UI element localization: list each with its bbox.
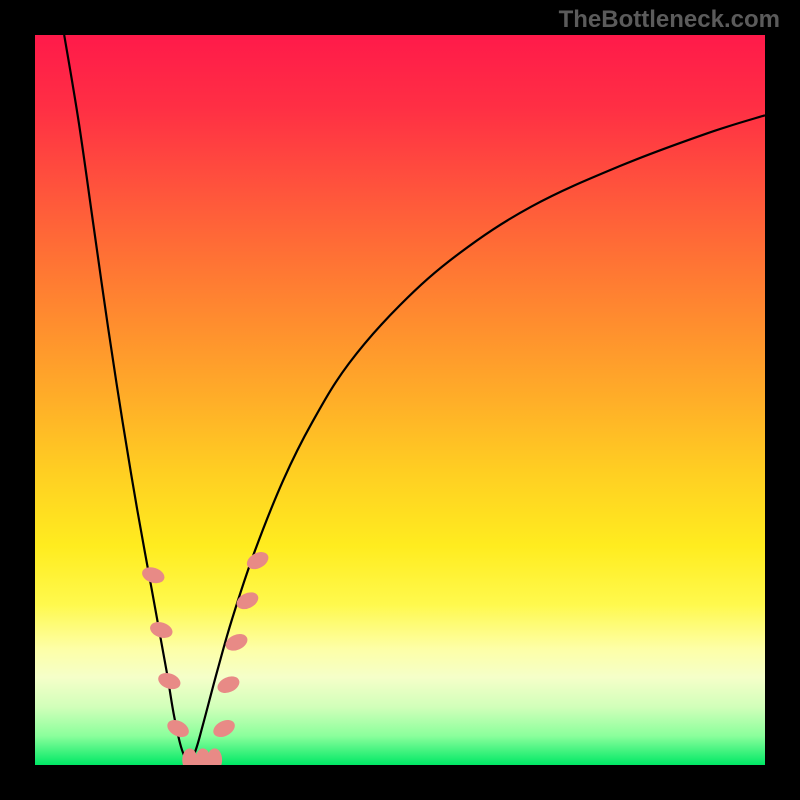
watermark-text: TheBottleneck.com xyxy=(559,6,780,34)
curve-right xyxy=(188,115,765,765)
marker-7 xyxy=(211,717,237,740)
marker-0 xyxy=(141,565,166,585)
chart-root: { "canvas": { "width": 800, "height": 80… xyxy=(0,0,800,800)
marker-1 xyxy=(149,620,174,640)
plot-area xyxy=(35,35,765,765)
marker-2 xyxy=(157,671,182,692)
marker-6 xyxy=(208,749,222,765)
curve-left xyxy=(64,35,188,765)
marker-4 xyxy=(183,749,197,765)
curve-layer xyxy=(35,35,765,765)
marker-8 xyxy=(216,674,242,696)
marker-3 xyxy=(165,717,191,740)
marker-10 xyxy=(234,590,260,612)
